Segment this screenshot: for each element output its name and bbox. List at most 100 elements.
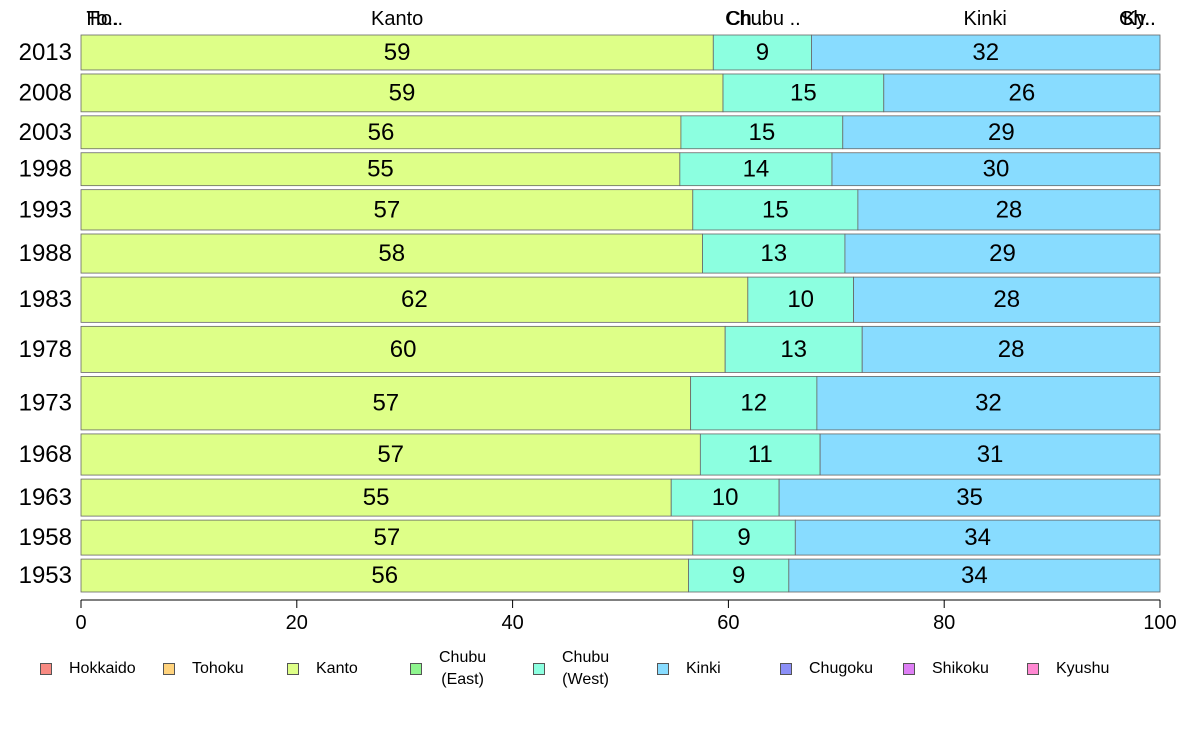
data-label: 32 (972, 39, 999, 66)
bar-segment (702, 233, 846, 274)
bar-segment (747, 276, 854, 323)
y-tick-label: 1973 (19, 390, 72, 417)
x-tick-label: 60 (717, 612, 739, 634)
data-label: 14 (743, 156, 770, 183)
bar-segment (816, 376, 1161, 431)
legend-item: Shikoku (903, 646, 989, 692)
y-tick-label: 2003 (19, 119, 72, 146)
top-region-label: Kanto (371, 8, 423, 30)
y-tick-label: 2013 (19, 39, 72, 66)
bar-segment (680, 115, 844, 150)
bar-segment (80, 519, 694, 556)
data-label: 59 (384, 39, 411, 66)
legend-swatch (780, 663, 792, 675)
legend-item: Kanto (287, 646, 358, 692)
bar-segment (692, 519, 796, 556)
data-label: 57 (374, 196, 401, 223)
data-label: 9 (756, 39, 769, 66)
x-tick-label: 40 (501, 612, 523, 634)
bar-segment (712, 34, 812, 71)
bar-segment (819, 433, 1161, 476)
data-label: 57 (374, 524, 401, 551)
data-label: 30 (983, 156, 1010, 183)
legend-label: Chugoku (809, 660, 874, 677)
legend-swatch (287, 663, 299, 675)
data-label: 11 (748, 441, 773, 468)
bar-segment (80, 73, 724, 113)
y-tick-label: 1968 (19, 441, 72, 468)
legend-swatch (657, 663, 669, 675)
y-tick-label: 1993 (19, 196, 72, 223)
bar-segment (692, 189, 859, 231)
bar-segment (861, 325, 1161, 373)
data-label: 55 (363, 484, 390, 511)
bar-segment (853, 276, 1161, 323)
bar-segment (857, 189, 1161, 231)
data-label: 34 (961, 562, 988, 589)
data-label: 57 (377, 441, 404, 468)
data-label: 13 (760, 240, 787, 267)
top-region-label: Ch.. (726, 8, 763, 30)
data-label: 56 (368, 119, 395, 146)
legend-item: Kinki (657, 646, 721, 692)
bar-segment (883, 73, 1161, 113)
data-label: 34 (964, 524, 991, 551)
bar-segment (80, 325, 726, 373)
legend-item: Chubu (West) (533, 646, 609, 692)
legend-label: Hokkaido (69, 660, 136, 677)
legend-item: Chugoku (780, 646, 873, 692)
legend-label: Shikoku (932, 660, 989, 677)
data-label: 58 (378, 240, 405, 267)
legend-item: Chubu (East) (410, 646, 486, 692)
y-tick-label: 1998 (19, 156, 72, 183)
data-label: 29 (988, 119, 1015, 146)
bar-segment (844, 233, 1161, 274)
legend-swatch (533, 663, 545, 675)
legend-label: Chubu (West) (562, 649, 610, 688)
bar-segment (80, 558, 689, 593)
data-label: 62 (401, 286, 428, 313)
data-label: 56 (371, 562, 398, 589)
data-label: 35 (956, 484, 983, 511)
bar-segment (80, 433, 701, 476)
bar-segment (794, 519, 1161, 556)
legend-item: Kyushu (1027, 646, 1109, 692)
data-label: 55 (367, 156, 394, 183)
y-tick-label: 1963 (19, 484, 72, 511)
data-label: 10 (712, 484, 739, 511)
y-tick-label: 1953 (19, 562, 72, 589)
legend-swatch (903, 663, 915, 675)
top-region-label: Ch.. (1119, 8, 1156, 30)
data-label: 10 (787, 286, 814, 313)
y-tick-label: 1978 (19, 336, 72, 363)
legend-label: Tohoku (192, 660, 244, 677)
top-region-label: Kinki (964, 8, 1007, 30)
data-label: 13 (780, 336, 807, 363)
bar-segment (80, 152, 681, 187)
data-label: 15 (762, 196, 789, 223)
bar-segment (811, 34, 1161, 71)
data-label: 26 (1009, 79, 1036, 106)
data-label: 15 (790, 79, 817, 106)
x-tick-label: 20 (286, 612, 308, 634)
data-label: 9 (732, 562, 745, 589)
chart-legend: Hokkaido Tohoku Kanto Chubu (East) Chubu (We… (40, 646, 1150, 692)
data-label: 31 (977, 441, 1004, 468)
bar-segment (80, 115, 682, 150)
legend-swatch (410, 663, 422, 675)
bar-segment (699, 433, 821, 476)
data-label: 59 (389, 79, 416, 106)
y-tick-label: 2008 (19, 79, 72, 106)
data-label: 28 (993, 286, 1020, 313)
bar-segment (688, 558, 790, 593)
legend-label: Chubu (East) (439, 649, 487, 688)
y-tick-label: 1958 (19, 524, 72, 551)
legend-label: Kanto (316, 660, 358, 677)
bar-segment (778, 478, 1161, 517)
top-region-label: To.. (86, 8, 118, 30)
data-label: 15 (748, 119, 775, 146)
top-region-label: Ky.. (1123, 8, 1156, 30)
legend-swatch (40, 663, 52, 675)
bar-segment (80, 233, 703, 274)
